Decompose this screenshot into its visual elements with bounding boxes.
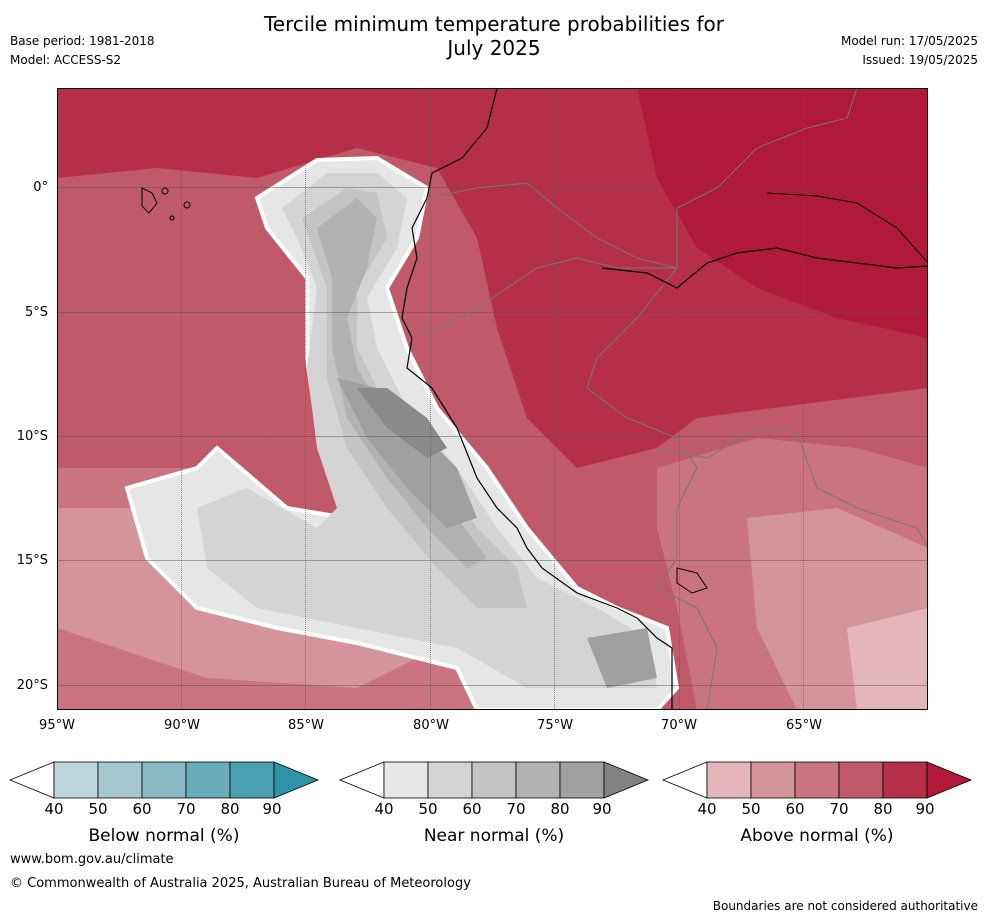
- colorbar-below: [8, 761, 320, 799]
- footer-copyright: © Commonwealth of Australia 2025, Austra…: [10, 876, 471, 891]
- colorbar-near-low-arrow: [338, 761, 385, 799]
- colorbar-above: [661, 761, 973, 799]
- lon-label-90w: 90°W: [164, 718, 200, 733]
- colorbar-near-segment-5: [559, 761, 605, 799]
- border-ecuador-peru: [411, 257, 677, 339]
- near-tick-90: 90: [592, 800, 612, 818]
- above-tick-60: 60: [785, 800, 805, 818]
- colorbar-near: [338, 761, 650, 799]
- above-tick-80: 80: [873, 800, 893, 818]
- probability-map: [57, 88, 928, 710]
- near-50-region: [197, 173, 657, 688]
- colorbar-above-high-arrow: [926, 761, 973, 799]
- near-80-south: [587, 628, 657, 688]
- colorbar-below-label: Below normal (%): [88, 826, 240, 846]
- map-frame: [57, 88, 928, 710]
- lon-label-85w: 85°W: [288, 718, 324, 733]
- colorbar-near-high-arrow: [603, 761, 650, 799]
- lon-label-80w: 80°W: [413, 718, 449, 733]
- model-name: Model: ACCESS-S2: [10, 53, 122, 67]
- rio-negro: [766, 192, 928, 264]
- above-40-southeast: [847, 608, 928, 710]
- above-70-west: [57, 228, 317, 468]
- colorbar-near-segment-2: [427, 761, 473, 799]
- lake-titicaca: [676, 567, 708, 594]
- lon-label-65w: 65°W: [786, 718, 822, 733]
- above-90-region: [637, 88, 928, 338]
- below-tick-40: 40: [44, 800, 64, 818]
- gridlines: [181, 88, 804, 710]
- galapagos-islands: [141, 187, 191, 221]
- colorbar-below-low-arrow: [8, 761, 55, 799]
- lat-label-5s: 5°S: [24, 305, 48, 320]
- border-bolivia: [656, 427, 928, 549]
- footer-url: www.bom.gov.au/climate: [10, 852, 174, 867]
- lat-label-20s: 20°S: [16, 678, 48, 693]
- near-tick-70: 70: [506, 800, 526, 818]
- colorbar-above-label: Above normal (%): [740, 826, 894, 846]
- lat-gridlines: [57, 187, 928, 686]
- near-80-region: [337, 378, 477, 528]
- footer-disclaimer: Boundaries are not considered authoritat…: [712, 899, 978, 913]
- model-run: Model run: 17/05/2025: [840, 34, 978, 48]
- colorbar-above-segment-1: [706, 761, 752, 799]
- near-tick-50: 50: [418, 800, 438, 818]
- above-tick-50: 50: [741, 800, 761, 818]
- near-90-region: [357, 388, 447, 458]
- base-period: Base period: 1981-2018: [10, 34, 155, 48]
- colorbar-above-low-arrow: [661, 761, 708, 799]
- border-peru-brazil: [586, 267, 718, 710]
- below-tick-70: 70: [176, 800, 196, 818]
- colorbar-below-segment-5: [229, 761, 275, 799]
- colorbar-below-segment-4: [185, 761, 231, 799]
- colorbar-near-segment-4: [515, 761, 561, 799]
- colorbar-below-segment-3: [141, 761, 187, 799]
- near-tick-40: 40: [374, 800, 394, 818]
- colorbar-below-high-arrow: [273, 761, 320, 799]
- lon-label-95w: 95°W: [39, 718, 75, 733]
- colorbar-above-segment-5: [882, 761, 928, 799]
- meta-left: Base period: 1981-2018 Model: ACCESS-S2: [10, 32, 155, 70]
- title-line-1: Tercile minimum temperature probabilitie…: [263, 12, 725, 36]
- above-tick-40: 40: [697, 800, 717, 818]
- above-tick-90: 90: [915, 800, 935, 818]
- colorbar-near-segment-3: [471, 761, 517, 799]
- colorbar-above-segment-3: [794, 761, 840, 799]
- below-tick-50: 50: [88, 800, 108, 818]
- lat-label-15s: 15°S: [16, 553, 48, 568]
- near-tick-60: 60: [462, 800, 482, 818]
- below-tick-80: 80: [220, 800, 240, 818]
- lat-label-0: 0°: [33, 180, 48, 195]
- title-line-2: July 2025: [447, 36, 541, 60]
- amazon-river: [601, 247, 928, 289]
- lon-label-75w: 75°W: [537, 718, 573, 733]
- coastline: [401, 88, 673, 710]
- lat-label-10s: 10°S: [16, 429, 48, 444]
- map-title: Tercile minimum temperature probabilitie…: [0, 12, 988, 60]
- meta-right: Model run: 17/05/2025 Issued: 19/05/2025: [841, 32, 978, 70]
- colorbar-below-ticks: 40 50 60 70 80 90: [8, 800, 320, 820]
- colorbar-near-segment-1: [383, 761, 429, 799]
- colorbar-above-segment-2: [750, 761, 796, 799]
- colorbar-near-label: Near normal (%): [423, 826, 565, 846]
- above-tick-70: 70: [829, 800, 849, 818]
- colorbar-below-segment-1: [53, 761, 99, 799]
- colorbar-below-segment-2: [97, 761, 143, 799]
- colorbar-above-ticks: 40 50 60 70 80 90: [661, 800, 973, 820]
- issued-date: Issued: 19/05/2025: [862, 53, 978, 67]
- colorbar-near-ticks: 40 50 60 70 80 90: [338, 800, 650, 820]
- near-tick-80: 80: [550, 800, 570, 818]
- below-tick-60: 60: [132, 800, 152, 818]
- colorbar-above-segment-4: [838, 761, 884, 799]
- lon-label-70w: 70°W: [661, 718, 697, 733]
- below-tick-90: 90: [262, 800, 282, 818]
